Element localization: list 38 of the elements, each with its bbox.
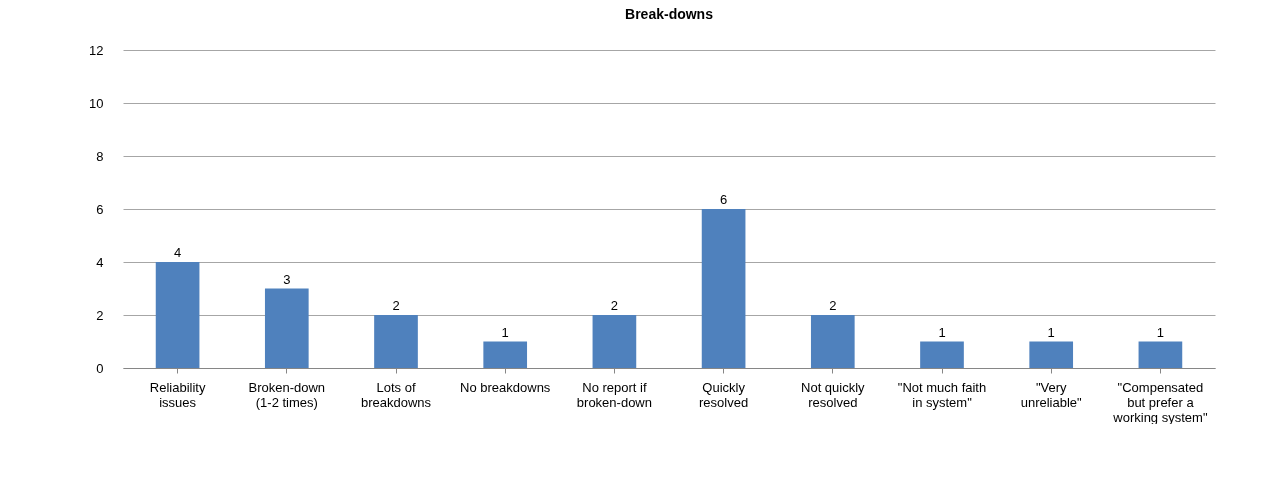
bar	[483, 341, 528, 368]
data-label: 1	[501, 324, 509, 340]
x-tick-label: "Compensated but prefer a working system"	[1112, 379, 1208, 425]
x-tick-label: Quickly resolved	[699, 379, 749, 410]
y-tick-label: 0	[96, 360, 104, 376]
x-tick-label: "Very unreliable"	[1020, 379, 1083, 410]
y-tick-label: 2	[96, 307, 104, 323]
y-tick-label: 10	[89, 95, 104, 111]
data-label: 3	[283, 271, 291, 287]
bar	[1138, 341, 1183, 368]
bar	[264, 288, 309, 368]
bar	[701, 209, 746, 368]
y-tick-label: 8	[96, 148, 104, 164]
data-label: 2	[392, 298, 400, 313]
x-tick-label: No report if broken-down	[576, 379, 652, 410]
x-tick-label: Broken-down (1-2 times)	[248, 379, 326, 410]
x-tick-label: "Not much faith in system"	[897, 379, 987, 410]
data-label: 1	[1047, 324, 1055, 340]
y-tick-label: 4	[96, 254, 104, 270]
bar	[810, 315, 855, 368]
bar	[1029, 341, 1074, 368]
data-label: 4	[173, 245, 182, 260]
data-label: 1	[938, 324, 946, 340]
chart-title: Break-downs	[625, 6, 714, 22]
data-label: 6	[719, 192, 728, 207]
data-label: 2	[829, 298, 837, 313]
x-tick-label: Lots of breakdowns	[360, 379, 432, 410]
bar	[374, 315, 418, 368]
data-label: 2	[610, 298, 619, 313]
data-label: 1	[1156, 324, 1165, 340]
x-tick-label: No breakdowns	[460, 379, 551, 395]
x-tick-label: Not quickly resolved	[801, 379, 866, 410]
bar	[920, 341, 964, 368]
x-tick-label: Reliability issues	[149, 379, 206, 410]
y-tick-label: 12	[89, 42, 104, 58]
bar	[155, 262, 200, 368]
bar	[592, 315, 637, 368]
y-tick-label: 6	[96, 201, 104, 217]
